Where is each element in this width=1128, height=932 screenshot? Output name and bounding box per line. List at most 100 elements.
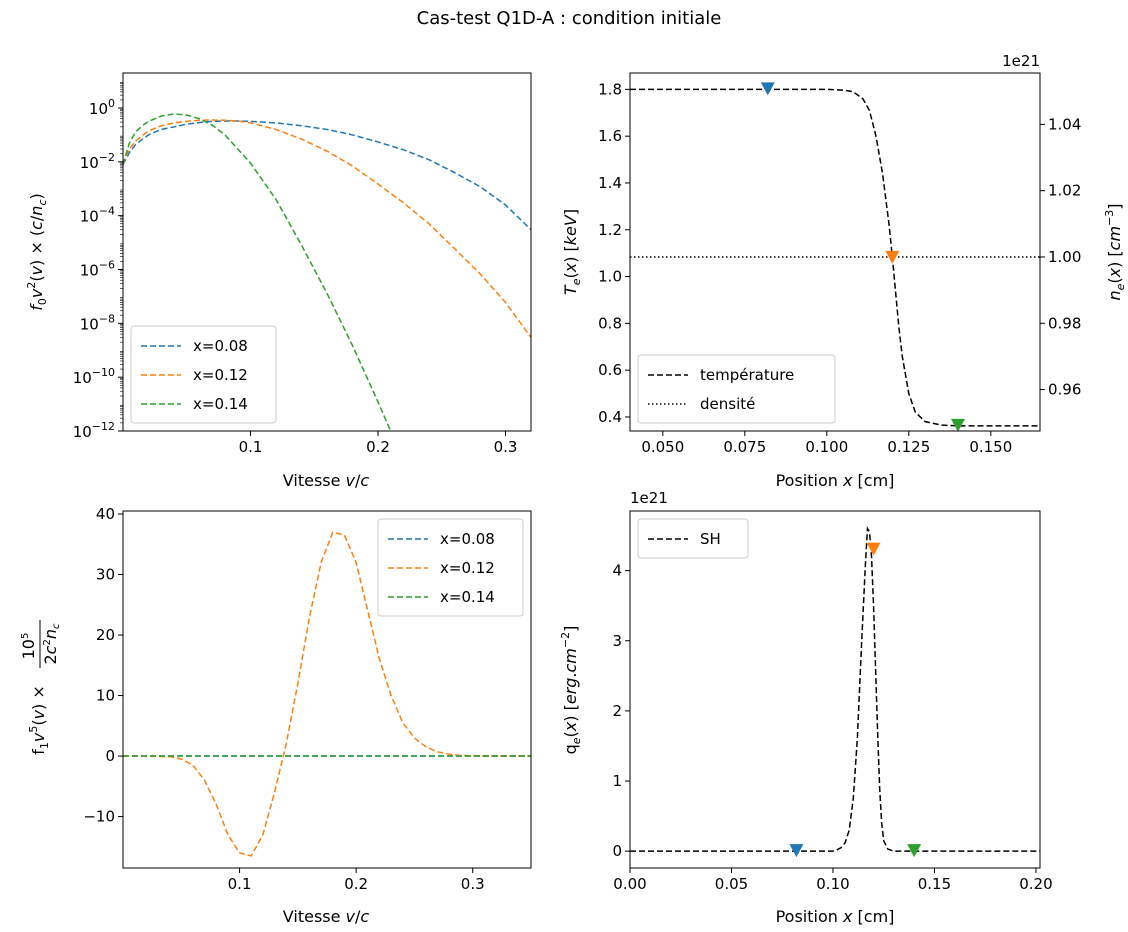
f1-ytick-label: −10: [83, 808, 115, 826]
figure-title: Cas-test Q1D-A : condition initiale: [417, 8, 722, 29]
Te-ytick-label: 1.2: [598, 221, 622, 239]
qe-xlabel: Position x [cm]: [776, 907, 895, 926]
f1-xtick-label: 0.1: [228, 875, 252, 893]
f1-legend-label: x=0.08: [440, 530, 495, 548]
Te-ytick-right-label: 1.00: [1048, 248, 1081, 266]
f1-ylabel: f1v5(v) × 105 2c2nc: [19, 620, 62, 755]
f0-xtick-label: 0.1: [239, 438, 263, 456]
f0-series-x-0-08: [123, 120, 531, 231]
svg-text:f1v5(v) ×: f1v5(v) ×: [27, 685, 51, 755]
f0-ytick-label: 10−12: [73, 420, 115, 441]
qe-xtick-label: 0.00: [613, 875, 646, 893]
qe-frame: [629, 510, 1041, 869]
f0-series-x-0-12: [123, 119, 531, 338]
qe-offset-label: 1e21: [630, 489, 668, 507]
Te-xtick-label: 0.075: [723, 438, 766, 456]
Te-series-temp-rature: [630, 88, 1040, 427]
qe-ytick-label: 2: [612, 702, 622, 720]
f1-series-x-0-12: [123, 531, 531, 857]
qe-ytick-label: 3: [612, 632, 622, 650]
f1-ytick-label: 10: [96, 687, 115, 705]
f1-legend-label: x=0.12: [440, 559, 495, 577]
f0-legend-label: x=0.12: [193, 366, 248, 384]
Te-marker: [885, 250, 900, 264]
Te-xtick-label: 0.150: [969, 438, 1012, 456]
f0-legend-label: x=0.14: [193, 395, 248, 413]
f0-ytick-label: 100: [89, 97, 115, 118]
f0-ytick-label: 10−6: [80, 259, 115, 280]
Te-frame: [629, 72, 1041, 432]
f0-ytick-label: 10−2: [80, 151, 115, 172]
Te-ytick-label: 1.8: [598, 80, 622, 98]
Te-xtick-label: 0.050: [641, 438, 684, 456]
f0-xlabel: Vitesse v/c: [283, 471, 370, 490]
f1-frame: [122, 510, 532, 869]
f0-xtick-label: 0.2: [366, 438, 390, 456]
f0-legend-label: x=0.08: [193, 337, 248, 355]
Te-xtick-label: 0.125: [887, 438, 930, 456]
qe-ylabel: qe(x) [erg.cm−2]: [559, 626, 583, 755]
qe-legend: SH: [637, 518, 749, 559]
f0-panel: Vitesse v/c f0v2(v) × (c/nc) 0.1 0.2 0.3 10…: [25, 72, 532, 490]
qe-ytick-label: 0: [612, 842, 622, 860]
f1-xlabel: Vitesse v/c: [283, 907, 370, 926]
te-xlabel: Position x [cm]: [776, 471, 895, 490]
f1-legend-frame: [377, 518, 524, 617]
f0-frame: [122, 72, 532, 432]
Te-marker: [760, 82, 775, 96]
qe-legend-frame: [637, 518, 749, 559]
f0-ytick-label: 10−10: [73, 366, 115, 387]
ne-ylabel: ne(x) [cm−3]: [1103, 203, 1127, 300]
qe-ytick-label: 1: [612, 772, 622, 790]
Te-xtick-label: 0.100: [805, 438, 848, 456]
qe-xtick-label: 0.10: [816, 875, 849, 893]
Te-legend-label: température: [700, 366, 794, 384]
qe-series-sh: [630, 525, 1040, 852]
Te-ytick-right-label: 1.04: [1048, 115, 1081, 133]
f0-series-x-0-14: [123, 113, 422, 431]
f0-legend-frame: [130, 325, 277, 424]
Te-ytick-right-label: 0.98: [1048, 314, 1081, 332]
f1-ytick-label: 20: [96, 626, 115, 644]
Te-marker: [951, 418, 965, 432]
f1-xtick-label: 0.3: [461, 875, 485, 893]
te-offset-label: 1e21: [1002, 52, 1040, 70]
f0-ytick-label: 10−8: [80, 312, 115, 333]
f1-ytick-label: 0: [105, 747, 115, 765]
f1-legend-label: x=0.14: [440, 588, 495, 606]
qe-panel: 1e21 Position x [cm] qe(x) [erg.cm−2] 0.…: [559, 489, 1053, 926]
f1-ytick-label: 30: [96, 566, 115, 584]
f1-panel: Vitesse v/c f1v5(v) × 105 2c2nc 0.1 0.2 0.…: [19, 505, 532, 926]
Te-ytick-label: 1.4: [598, 174, 622, 192]
Te-ytick-right-label: 0.96: [1048, 381, 1081, 399]
qe-xtick-label: 0.05: [715, 875, 748, 893]
f1-xtick-label: 0.2: [344, 875, 368, 893]
f0-ylabel: f0v2(v) × (c/nc): [25, 193, 49, 311]
Te-ytick-label: 0.4: [598, 408, 622, 426]
Te-ytick-label: 1.6: [598, 127, 622, 145]
f1-legend: x=0.08 x=0.12 x=0.14: [377, 518, 524, 617]
Te-ytick-right-label: 1.02: [1048, 182, 1081, 200]
qe-xtick-label: 0.20: [1019, 875, 1052, 893]
Te-ytick-label: 1.0: [598, 268, 622, 286]
te-ylabel: Te(x) [keV]: [561, 209, 583, 295]
f0-legend: x=0.08 x=0.12 x=0.14: [130, 325, 277, 424]
qe-xtick-label: 0.15: [918, 875, 951, 893]
Te-legend-frame: [637, 354, 836, 424]
qe-marker: [789, 844, 804, 858]
qe-ytick-label: 4: [612, 562, 622, 580]
f0-ytick-label: 10−4: [80, 205, 115, 226]
f0-xtick-label: 0.3: [494, 438, 518, 456]
Te-ytick-label: 0.8: [598, 314, 622, 332]
qe-marker: [907, 844, 922, 858]
Te-legend-label: densité: [700, 395, 755, 413]
svg-text:2c2nc: 2c2nc: [41, 623, 62, 665]
Te-legend: température densité: [637, 354, 836, 424]
qe-marker: [866, 542, 881, 556]
f1-ytick-label: 40: [96, 505, 115, 523]
te-panel: 1e21 Position x [cm] Te(x) [keV] ne(x) […: [561, 52, 1127, 490]
svg-text:105: 105: [19, 633, 38, 660]
Te-ytick-label: 0.6: [598, 361, 622, 379]
qe-legend-label: SH: [700, 530, 721, 548]
